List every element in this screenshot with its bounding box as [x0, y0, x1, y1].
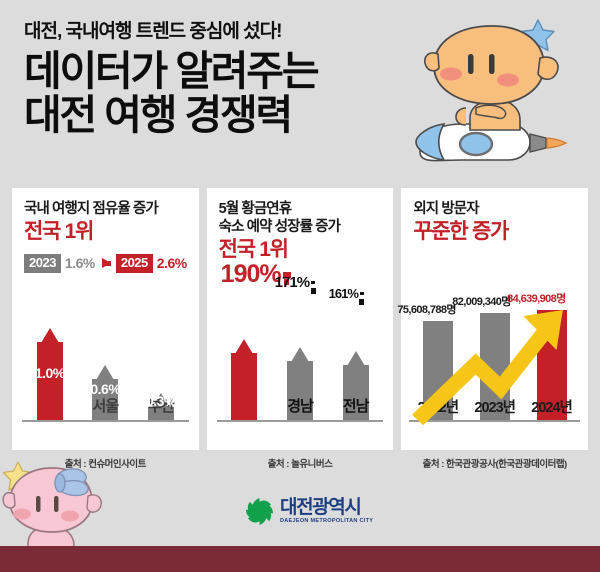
- panel1-heading: 국내 여행지 점유율 증가: [24, 201, 159, 217]
- logo-name-kr: 대전광역시: [280, 497, 362, 519]
- bar-value-label: 75,608,788명: [397, 304, 456, 316]
- bar-category-label: 경남: [287, 398, 314, 415]
- panel2-heading-line-2: 숙소 예약 성장률 증가: [218, 219, 341, 236]
- arrow-body: [36, 342, 63, 420]
- bar-category-label: 서울: [92, 398, 120, 415]
- bar-value-label: 0.6%: [90, 381, 121, 397]
- arrow-body: [147, 407, 174, 420]
- up-arrow-icon: [282, 271, 291, 285]
- panel2-accent: 전국 1위: [218, 238, 289, 262]
- bar-category-label: 2022년: [417, 400, 459, 416]
- panel-booking-growth: 5월 황금연휴 숙소 예약 성장률 증가 전국 1위 190% 171% 161% …: [206, 188, 394, 450]
- up-arrow-bar: [86, 365, 124, 420]
- chart3-columns: 75,608,788명 2022년 82,009,340명 2023년 84,639,9…: [397, 293, 580, 420]
- bar-category-label: 2024년: [531, 400, 573, 416]
- panel2-heading-line-1: 5월 황금연휴: [218, 201, 292, 217]
- up-arrow-icon: [310, 281, 316, 295]
- bar-group: 대전: [217, 318, 273, 420]
- bar-group: 84,639,908명 2024년: [507, 293, 580, 420]
- bar-category-label: 전남: [342, 398, 370, 415]
- arrow-head: [291, 347, 310, 362]
- growth-value-label: 190%: [221, 260, 291, 289]
- up-arrow-bar: [225, 339, 263, 420]
- header-title: 데이터가 알려주는 대전 여행 경쟁력: [24, 49, 404, 138]
- bar-value-label: 0.3%: [145, 393, 176, 409]
- panel-visitors: 외지 방문자 꾸준한 증가 75,608,788명 2022년 82,009,340…: [397, 188, 589, 450]
- header-subtitle: 대전, 국내여행 트렌드 중심에 섰다!: [24, 21, 282, 42]
- badge-value-from: 1.6%: [64, 255, 95, 272]
- bar-group: 전남: [328, 318, 384, 420]
- arrow-head: [96, 365, 115, 380]
- panel2-heading: 5월 황금연휴 숙소 예약 성장률 증가: [219, 200, 384, 236]
- panel1-accent: 전국 1위: [24, 220, 94, 244]
- bar-value-label: 82,009,340명: [452, 296, 511, 308]
- sources-row: 출처 : 컨슈머인사이트 출처 : 놀유니버스 출처 : 한국관광공사(한국관광…: [12, 456, 588, 478]
- arrow-head: [235, 339, 254, 354]
- up-arrow-bar: [337, 351, 375, 420]
- arrow-body: [92, 379, 119, 420]
- bar-group: 0.3% 부산: [133, 300, 189, 420]
- growth-value-text: 171%: [274, 274, 310, 292]
- arrow-head: [151, 393, 170, 408]
- arrow-body: [287, 361, 314, 420]
- badge-value-to: 2.6%: [156, 255, 187, 272]
- bar-group: 82,009,340명 2023년: [452, 294, 523, 420]
- growth-value-label: 171%: [274, 274, 316, 295]
- chart2-value-labels: 190% 171% 161%: [219, 260, 384, 306]
- chart-market-share: 1.0% 대전 0.6% 서울 0.3% 부산: [12, 300, 199, 450]
- right-arrow-icon: [101, 258, 111, 269]
- chart1-baseline: [22, 420, 189, 422]
- panels-container: 국내 여행지 점유율 증가 전국 1위 2023 1.6% 2025 2.6% …: [12, 188, 589, 450]
- badge-year-from: 2023: [24, 254, 61, 273]
- year-comparison-badges: 2023 1.6% 2025 2.6%: [24, 254, 189, 273]
- footer-bar: [0, 546, 600, 572]
- up-arrow-bar: [281, 347, 319, 420]
- header: 대전, 국내여행 트렌드 중심에 섰다! 데이터가 알려주는 대전 여행 경쟁력: [24, 21, 404, 138]
- arrow-head: [346, 351, 365, 366]
- bar-category-label: 대전: [36, 398, 64, 415]
- growth-value-text: 190%: [220, 260, 282, 289]
- chart-booking-growth: 대전 경남 전남: [207, 318, 394, 450]
- source-panel-2: 출처 : 놀유니버스: [267, 459, 333, 470]
- header-title-line-2: 대전 여행 경쟁력: [24, 92, 293, 139]
- up-arrow-bar: [31, 328, 69, 420]
- bar-category-label: 2023년: [474, 400, 516, 416]
- source-panel-1: 출처 : 컨슈머인사이트: [64, 459, 147, 470]
- bar-group: 75,608,788명 2022년: [397, 294, 466, 420]
- daejeon-city-logo: 대전광역시 DAEJEON METROPOLITAN CITY: [246, 498, 373, 525]
- logo-text-block: 대전광역시 DAEJEON METROPOLITAN CITY: [280, 498, 373, 525]
- arrow-body: [231, 353, 258, 420]
- chart2-baseline: [216, 420, 384, 422]
- bar-group: 1.0% 대전: [22, 300, 78, 420]
- panel-market-share: 국내 여행지 점유율 증가 전국 1위 2023 1.6% 2025 2.6% …: [12, 188, 199, 450]
- bar-value-label: 84,639,908명: [507, 293, 566, 305]
- growth-value-text: 161%: [328, 286, 359, 302]
- arrow-body: [342, 365, 369, 420]
- up-arrow-bar: [142, 393, 180, 420]
- arrow-head: [40, 328, 59, 343]
- bar-value-label: 1.0%: [34, 365, 65, 381]
- chart-visitors: 75,608,788명 2022년 82,009,340명 2023년 84,639,9…: [397, 260, 588, 450]
- bar-category-label: 대전: [231, 398, 259, 415]
- chart3-baseline: [409, 420, 581, 422]
- header-title-line-1: 데이터가 알려주는: [24, 47, 320, 94]
- source-panel-3: 출처 : 한국관광공사(한국관광데이터랩): [422, 459, 568, 470]
- orange-mascot-on-rocket-icon: [415, 19, 568, 162]
- chart2-columns: 대전 경남 전남: [217, 318, 384, 420]
- up-arrow-icon: [359, 292, 365, 306]
- badge-year-to: 2025: [115, 254, 153, 273]
- bar-group: 0.6% 서울: [78, 300, 134, 420]
- chart1-columns: 1.0% 대전 0.6% 서울 0.3% 부산: [22, 300, 189, 420]
- panel3-heading: 외지 방문자: [413, 201, 479, 217]
- daejeon-pinwheel-icon: [246, 498, 273, 525]
- panel3-accent: 꾸준한 증가: [413, 220, 509, 244]
- growth-value-label: 161%: [328, 286, 365, 306]
- bar-group: 경남: [272, 318, 328, 420]
- bar-category-label: 부산: [148, 398, 175, 415]
- logo-name-en: DAEJEON METROPOLITAN CITY: [280, 518, 374, 525]
